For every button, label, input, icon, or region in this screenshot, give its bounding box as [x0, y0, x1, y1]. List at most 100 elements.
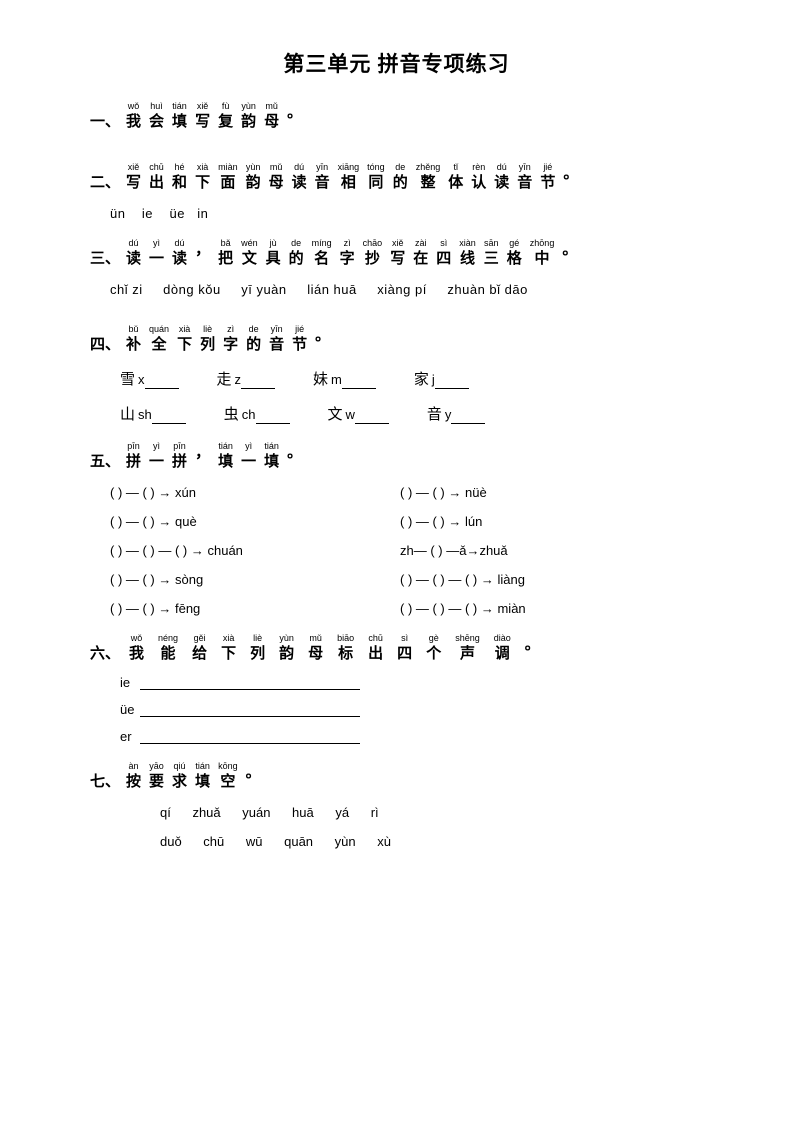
ruby-char: pīn拼: [126, 442, 141, 471]
section-4-heading: bǔ补quán全xià下liè列zì字de的yīn音jié节。: [122, 325, 334, 354]
ruby-char: zì字: [223, 325, 238, 354]
tone-row: üe: [120, 702, 703, 717]
ruby-char: sì四: [397, 634, 412, 663]
ruby-char: gé格: [507, 239, 522, 268]
ruby-char: kōng空: [218, 762, 238, 791]
ruby-char: dú读: [172, 239, 187, 268]
section-2-items: ün ie üe in: [110, 206, 703, 221]
ruby-char: liè列: [250, 634, 265, 663]
ruby-char: biāo标: [337, 634, 354, 663]
ruby-char: dú读: [494, 163, 509, 192]
ruby-char: néng能: [158, 634, 178, 663]
ruby-char: bǎ把: [218, 239, 233, 268]
ruby-char: tián填: [218, 442, 233, 471]
ruby-char: yì一: [149, 442, 164, 471]
fill-item: 文w: [328, 403, 389, 424]
ruby-char: gěi给: [192, 634, 207, 663]
ruby-char: xiāng相: [338, 163, 360, 192]
ruby-char: tǐ体: [448, 163, 463, 192]
section-4: 四、 bǔ补quán全xià下liè列zì字de的yīn音jié节。 雪x走z妹…: [90, 325, 703, 424]
ruby-char: chāo抄: [363, 239, 383, 268]
ruby-char: wǒ我: [126, 102, 141, 131]
ruby-char: gè个: [426, 634, 441, 663]
ruby-char: sān三: [484, 239, 499, 268]
ruby-char: 。: [315, 325, 330, 354]
section-1: 一、 wǒ我huì会tián填xiě写fù复yùn韵mǔ母。: [90, 102, 703, 131]
ruby-char: xiàn线: [459, 239, 476, 268]
pin-row: ( ) — ( ) → sòng( ) — ( ) — ( ) → liàng: [110, 572, 703, 587]
ruby-char: yùn韵: [241, 102, 256, 131]
ruby-char: qiú求: [172, 762, 187, 791]
ruby-char: míng名: [312, 239, 332, 268]
section-3-num: 三、: [90, 247, 120, 268]
fill-item: 家j: [414, 368, 469, 389]
ruby-char: yīn音: [269, 325, 284, 354]
ruby-char: pīn拼: [172, 442, 187, 471]
ruby-char: 。: [562, 239, 577, 268]
ruby-char: sì四: [436, 239, 451, 268]
section-5-rows: ( ) — ( ) → xún( ) — ( ) → nüè ( ) — ( ) …: [90, 485, 703, 616]
section-7-num: 七、: [90, 770, 120, 791]
section-7-heading: àn按yāo要qiú求tián填kōng空。: [122, 762, 265, 791]
ruby-char: xiě写: [195, 102, 210, 131]
ruby-char: 。: [525, 634, 540, 663]
section-1-num: 一、: [90, 110, 120, 131]
ruby-char: bǔ补: [126, 325, 141, 354]
fill-item: 虫ch: [224, 403, 290, 424]
ruby-char: dú读: [292, 163, 307, 192]
section-7-row2: duǒ chū wū quān yùn xù: [160, 834, 703, 849]
pin-row: ( ) — ( ) → què( ) — ( ) → lún: [110, 514, 703, 529]
ruby-char: mǔ母: [269, 163, 284, 192]
ruby-char: ，: [195, 239, 210, 268]
ruby-char: de的: [289, 239, 304, 268]
ruby-char: yùn韵: [279, 634, 294, 663]
tone-row: ie: [120, 675, 703, 690]
ruby-char: hé和: [172, 163, 187, 192]
ruby-char: 。: [287, 102, 302, 131]
ruby-char: quán全: [149, 325, 169, 354]
ruby-char: de的: [246, 325, 261, 354]
ruby-char: ，: [195, 442, 210, 471]
ruby-char: zài在: [413, 239, 428, 268]
ruby-char: mǔ母: [264, 102, 279, 131]
section-6-items: ieüeer: [90, 675, 703, 744]
ruby-char: shēng声: [455, 634, 480, 663]
ruby-char: mǔ母: [308, 634, 323, 663]
section-4-row2: 山sh虫ch文w音y: [120, 403, 703, 424]
ruby-char: zhōng中: [530, 239, 555, 268]
fill-item: 走z: [217, 368, 276, 389]
section-2-num: 二、: [90, 171, 120, 192]
ruby-char: zhěng整: [416, 163, 441, 192]
section-5-heading: pīn拼yì一pīn拼，tián填yì一tián填。: [122, 442, 306, 471]
ruby-char: tián填: [172, 102, 187, 131]
ruby-char: chū出: [149, 163, 164, 192]
ruby-char: tián填: [264, 442, 279, 471]
ruby-char: jù具: [266, 239, 281, 268]
pin-row: ( ) — ( ) → xún( ) — ( ) → nüè: [110, 485, 703, 500]
section-4-row1: 雪x走z妹m家j: [120, 368, 703, 389]
ruby-char: xiě写: [126, 163, 141, 192]
section-3-heading: dú读 yì一 dú读 ， bǎ把 wén文 jù具 de的 míng名 zì字 chāo抄 xiě写…: [122, 239, 581, 268]
section-6-heading: wǒ我néng能gěi给xià下liè列yùn韵mǔ母biāo标chū出sì四g…: [122, 634, 547, 663]
ruby-char: xià下: [195, 163, 210, 192]
section-6-num: 六、: [90, 642, 120, 663]
ruby-char: 。: [246, 762, 261, 791]
ruby-char: liè列: [200, 325, 215, 354]
ruby-char: zì字: [340, 239, 355, 268]
ruby-char: 。: [563, 163, 578, 192]
ruby-char: yùn韵: [246, 163, 261, 192]
section-2-heading: xiě写chū出hé和xià下miàn面yùn韵mǔ母dú读yīn音xiāng相…: [122, 163, 582, 192]
section-3: 三、 dú读 yì一 dú读 ， bǎ把 wén文 jù具 de的 míng名 zì字 chāo抄 x…: [90, 239, 703, 297]
ruby-char: 。: [287, 442, 302, 471]
ruby-char: dú读: [126, 239, 141, 268]
ruby-char: yāo要: [149, 762, 164, 791]
section-6: 六、 wǒ我néng能gěi给xià下liè列yùn韵mǔ母biāo标chū出s…: [90, 634, 703, 744]
pin-row: ( ) — ( ) — ( ) → chuánzh— ( ) —ǎ→zhuǎ: [110, 543, 703, 558]
ruby-char: jié节: [292, 325, 307, 354]
section-3-items: chǐ zi dòng kǒu yī yuàn lián huā xiàng p…: [110, 282, 703, 297]
ruby-char: yì一: [149, 239, 164, 268]
fill-item: 山sh: [120, 403, 186, 424]
fill-item: 妹m: [313, 368, 376, 389]
ruby-char: xiě写: [390, 239, 405, 268]
ruby-char: wén文: [241, 239, 258, 268]
